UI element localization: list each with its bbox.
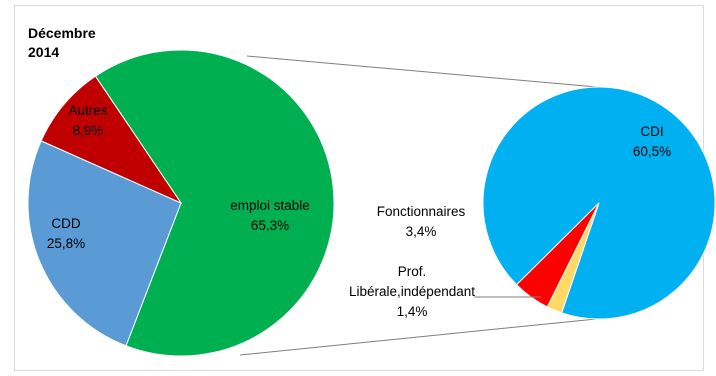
data-label-autres: Autres 8,9% (68, 103, 107, 138)
pie-slice-emploi-stable (94, 49, 335, 357)
data-label-emploi-stable: emploi stable 65,3% (230, 198, 310, 233)
pie-slice-autres (40, 75, 183, 205)
connector-line-bottom (239, 317, 607, 356)
data-label-prof-liberale-independant: Prof. Libérale,indépendant 1,4% (349, 264, 475, 319)
data-label-cdd: CDD 25,8% (47, 216, 85, 251)
data-label-fonctionnaires: Fonctionnaires 3,4% (377, 204, 466, 239)
chart-title: Décembre 2014 (28, 25, 96, 60)
pie-slice-cdd (27, 140, 182, 347)
connector-line-top (246, 55, 609, 89)
data-label-cdi: CDI 60,5% (633, 124, 671, 159)
